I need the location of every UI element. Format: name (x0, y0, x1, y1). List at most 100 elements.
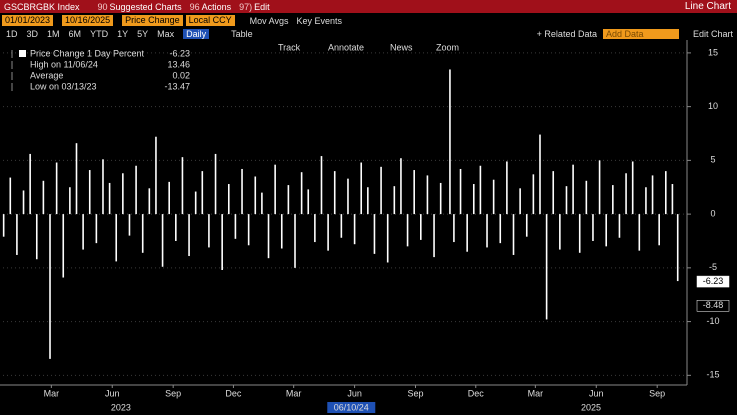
bar (625, 173, 627, 215)
x-tick-label: Sep (408, 388, 424, 398)
chart: -15 -10 -5 0 5 10 15 Mar Jun Sep Dec Mar Jun Sep Dec Ma… (0, 40, 737, 415)
year-label: 2025 (581, 402, 601, 412)
chart-tool[interactable]: Annotate (328, 42, 364, 52)
y-tick-label: 0 (710, 208, 715, 218)
bar (35, 214, 38, 260)
period-button[interactable]: 3D (26, 29, 39, 39)
menu[interactable]: Actions (201, 1, 232, 12)
bar (320, 156, 323, 215)
last-value-box (696, 275, 730, 288)
bar (161, 214, 164, 267)
period-button[interactable]: 1M (47, 29, 60, 39)
x-tick-label: Jun (347, 388, 362, 398)
bar (486, 214, 488, 248)
bar (327, 214, 329, 251)
option[interactable]: Key Events (296, 15, 343, 26)
last-value-label: -6.23 (703, 276, 724, 286)
bar (88, 170, 91, 215)
period-button[interactable]: 1D (6, 29, 18, 39)
bar (552, 171, 555, 215)
bar (386, 214, 389, 263)
bar (42, 180, 45, 215)
bar (506, 161, 508, 215)
bar (155, 136, 157, 215)
x-tick-label: Jun (105, 388, 120, 398)
bar (638, 214, 641, 251)
bar (29, 153, 31, 215)
bar (141, 214, 144, 253)
bar (479, 165, 482, 215)
period-button[interactable]: 6M (68, 29, 82, 39)
chart-tool[interactable]: News (390, 42, 413, 52)
bar (545, 214, 548, 320)
bar (241, 168, 243, 215)
bar (49, 214, 51, 359)
period-button[interactable]: YTD (90, 29, 109, 39)
legend-value: 13.46 (167, 59, 190, 69)
bar (605, 214, 608, 247)
year-label: 2023 (111, 402, 131, 412)
bar (433, 214, 435, 258)
bar (658, 214, 660, 246)
bar (181, 157, 184, 215)
x-tick-label: Dec (225, 388, 242, 398)
frequency[interactable]: Daily (183, 29, 210, 39)
menu[interactable]: Suggested Charts (109, 1, 182, 12)
bar (2, 214, 5, 237)
chart-tool[interactable]: Zoom (436, 42, 459, 52)
bar (188, 214, 190, 257)
add-data[interactable]: Add Data (602, 29, 679, 39)
bar (261, 192, 263, 215)
edit-chart[interactable]: Edit Chart (692, 29, 733, 39)
bar (55, 162, 58, 215)
bar (333, 171, 336, 215)
legend-swatch (19, 50, 26, 57)
period-button[interactable]: 5Y (137, 29, 149, 39)
chart-tool[interactable]: Track (278, 42, 301, 52)
bar (459, 168, 462, 215)
bar (532, 174, 535, 215)
bar (439, 182, 442, 215)
plot-area (0, 40, 737, 415)
bar (664, 171, 667, 215)
start-date[interactable]: 01/01/2023 (2, 15, 54, 26)
option[interactable]: Mov Avgs (249, 15, 289, 26)
bar (453, 214, 455, 243)
bar (227, 184, 230, 215)
x-tick-label: Jun (589, 388, 604, 398)
x-tick-label: Sep (649, 388, 665, 398)
x-tick-label: Mar (44, 388, 60, 398)
bar (267, 214, 270, 259)
bar (128, 214, 131, 236)
menu[interactable]: Edit (254, 1, 270, 12)
bar (340, 214, 343, 238)
bar (16, 214, 18, 255)
currency[interactable]: Local CCY (185, 15, 235, 26)
bar (175, 214, 177, 241)
bar (645, 187, 647, 215)
legend-value: -13.47 (164, 81, 190, 91)
period-button[interactable]: Max (157, 29, 175, 39)
legend-value: 0.02 (172, 70, 190, 80)
bar (519, 188, 521, 215)
bar (314, 214, 316, 243)
bar (671, 184, 674, 215)
bar (247, 214, 250, 246)
bar (539, 134, 541, 215)
period-bar: 1D 3D 1M 6M YTD 1Y 5Y Max Daily Table + Related Da… (0, 28, 737, 40)
bar (82, 214, 84, 250)
related-data[interactable]: + Related Data (536, 29, 597, 39)
table-button[interactable]: Table (231, 29, 253, 39)
legend-label: High on 11/06/24 (30, 59, 98, 69)
legend-value: -6.23 (169, 48, 190, 58)
end-date[interactable]: 10/16/2025 (62, 15, 114, 26)
bar (492, 179, 495, 215)
bar (102, 159, 104, 215)
bar (347, 178, 349, 215)
bar (69, 187, 71, 215)
y-tick-label: -15 (706, 370, 719, 380)
field[interactable]: Price Change (122, 15, 183, 26)
bar (612, 185, 614, 215)
period-button[interactable]: 1Y (117, 29, 129, 39)
